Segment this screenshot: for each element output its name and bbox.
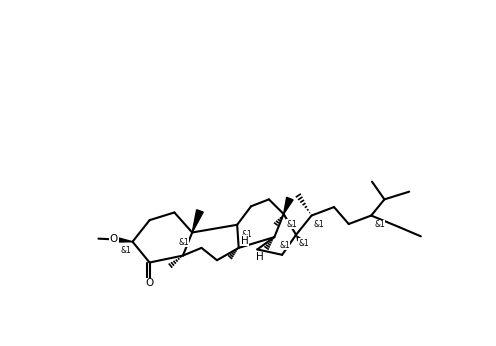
Polygon shape: [284, 197, 293, 214]
Polygon shape: [114, 237, 132, 242]
Text: H: H: [241, 236, 249, 246]
Text: H: H: [256, 252, 263, 262]
Text: &1: &1: [299, 239, 309, 248]
Text: &1: &1: [314, 220, 324, 229]
Text: &1: &1: [179, 238, 189, 247]
Text: O: O: [110, 234, 118, 244]
Text: &1: &1: [279, 241, 290, 250]
Text: &1: &1: [287, 219, 298, 228]
Text: &1: &1: [120, 246, 131, 255]
Text: &1: &1: [242, 230, 252, 239]
Text: O: O: [145, 278, 154, 288]
Polygon shape: [192, 210, 203, 233]
Text: &1: &1: [374, 220, 385, 229]
